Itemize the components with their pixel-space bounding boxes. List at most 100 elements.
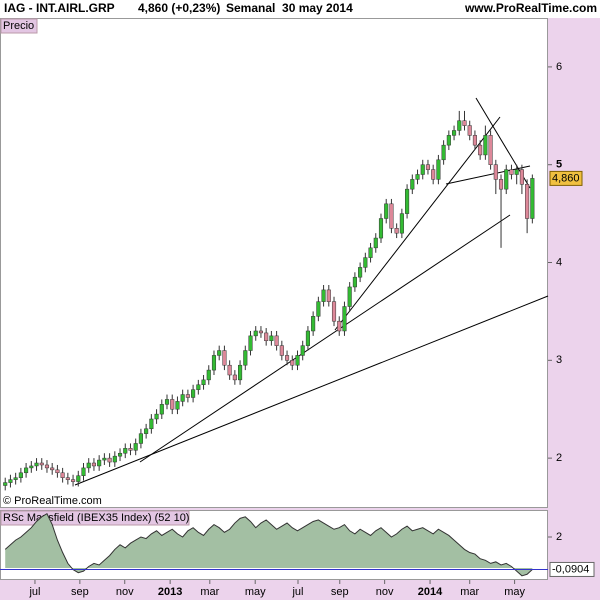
candle-body xyxy=(196,384,201,390)
candle-body xyxy=(243,350,248,366)
candle-body xyxy=(3,482,8,486)
x-tick-label: sep xyxy=(331,586,349,598)
candle-body xyxy=(71,479,76,482)
candle-body xyxy=(347,286,352,307)
candle-body xyxy=(253,330,258,337)
candle-body xyxy=(420,164,425,175)
candle-body xyxy=(238,364,243,381)
candle-body xyxy=(431,169,436,180)
candle-body xyxy=(201,379,206,386)
candle-body xyxy=(154,413,159,420)
candle-body xyxy=(331,301,337,322)
candle-body xyxy=(425,164,431,170)
candle-body xyxy=(117,452,123,457)
candle-body xyxy=(112,455,117,463)
candle-body xyxy=(483,135,488,156)
x-tick-label: mar xyxy=(200,586,219,598)
candle-body xyxy=(389,203,394,229)
candle-body xyxy=(295,355,300,366)
candle-body xyxy=(123,448,128,454)
candle-body xyxy=(358,267,363,278)
candle-body xyxy=(514,169,519,175)
change: 4,860 (+0,23%) xyxy=(138,1,220,15)
candle-body xyxy=(316,301,321,317)
candle-body xyxy=(504,169,509,190)
x-tick-label: may xyxy=(504,586,525,598)
candle-body xyxy=(191,389,196,398)
trend-line xyxy=(445,165,531,185)
candle-body xyxy=(498,179,504,190)
candle-body xyxy=(373,237,378,249)
candle-body xyxy=(462,120,467,126)
x-tick-label: 2014 xyxy=(418,586,443,598)
copyright: © ProRealTime.com xyxy=(3,495,102,507)
candle-body xyxy=(222,350,227,366)
area-line xyxy=(4,513,533,577)
candle-body xyxy=(342,306,347,332)
y-tick-label: 6 xyxy=(556,61,562,73)
candle-body xyxy=(457,120,462,131)
candle-body xyxy=(44,464,50,469)
last-price-label: 4,860 xyxy=(552,172,580,184)
candle-body xyxy=(337,320,342,332)
candle-body xyxy=(284,355,290,361)
candle-body xyxy=(65,477,70,480)
y-tick-label: 4 xyxy=(556,256,562,268)
last-price-box xyxy=(549,170,583,186)
candle-body xyxy=(170,399,175,410)
candle-body xyxy=(368,247,373,258)
candle-body xyxy=(405,188,410,214)
title-box xyxy=(0,18,38,34)
candle-body xyxy=(24,467,29,474)
x-tick-label: jul xyxy=(291,586,303,598)
last-value-box xyxy=(549,561,595,577)
candle-body xyxy=(363,257,368,268)
candle-body xyxy=(149,418,154,430)
panel-title: Precio xyxy=(3,20,34,32)
candle-body xyxy=(352,276,357,288)
candle-body xyxy=(107,457,112,463)
candle-body xyxy=(91,462,96,467)
site: www.ProRealTime.com xyxy=(464,1,597,15)
candle-body xyxy=(55,469,60,474)
candle-body xyxy=(269,335,274,342)
candle-body xyxy=(488,135,493,165)
panel-title: RSc Mansfield (IBEX35 Index) (52 10) xyxy=(3,512,189,524)
candle-body xyxy=(211,355,217,371)
symbol: IAG - INT.AIRL.GRP xyxy=(4,1,115,15)
candle-body xyxy=(164,399,170,405)
candle-body xyxy=(144,428,149,434)
candle-body xyxy=(39,462,44,466)
candle-body xyxy=(326,289,331,302)
candle-body xyxy=(525,184,530,219)
candle-body xyxy=(279,345,284,356)
candle-body xyxy=(305,330,310,346)
candle-body xyxy=(399,213,404,234)
candle-body xyxy=(446,135,451,146)
candle-body xyxy=(493,164,498,180)
candle-body xyxy=(185,394,190,398)
y-tick-label: 5 xyxy=(556,159,562,171)
candle-body xyxy=(206,369,211,381)
candle-body xyxy=(227,364,232,376)
candle-body xyxy=(81,467,86,476)
candle-body xyxy=(175,401,180,410)
candle-body xyxy=(180,394,185,402)
price-panel xyxy=(0,18,548,508)
candle-body xyxy=(34,462,39,467)
candle-body xyxy=(133,443,138,451)
last-value-label: -0,0904 xyxy=(552,563,589,575)
candle-body xyxy=(264,332,269,342)
candle-body xyxy=(436,159,441,180)
y-tick-label: 2 xyxy=(556,531,562,543)
header-band xyxy=(0,0,600,18)
x-tick-label: may xyxy=(245,586,266,598)
candle-body xyxy=(384,203,389,219)
candle-body xyxy=(13,477,18,480)
x-tick-label: jul xyxy=(28,586,40,598)
candle-body xyxy=(410,179,415,190)
candle-body xyxy=(29,465,34,469)
candle-body xyxy=(50,467,55,471)
trend-line xyxy=(74,295,549,486)
